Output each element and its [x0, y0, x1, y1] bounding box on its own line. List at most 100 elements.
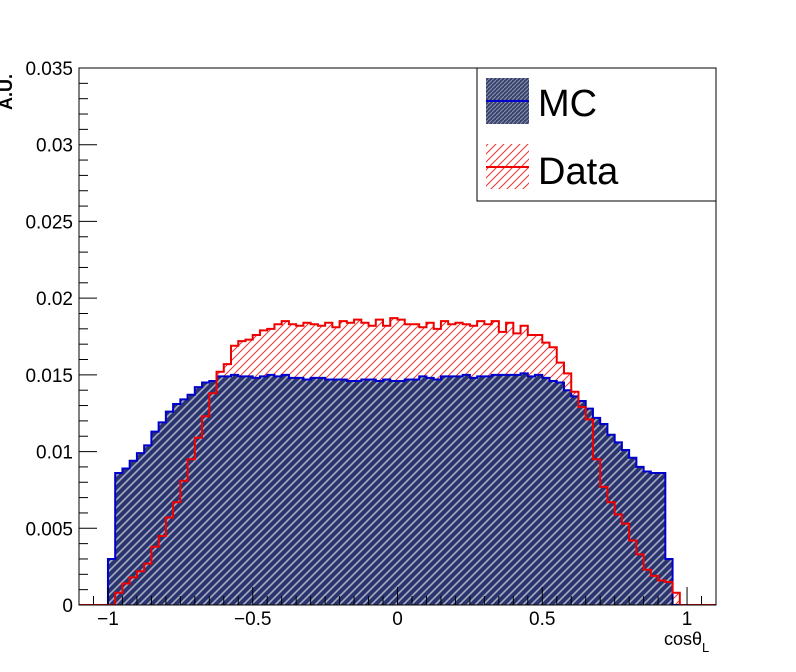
mc-bar — [151, 431, 160, 605]
mc-bar — [426, 377, 435, 605]
mc-bar — [571, 396, 580, 605]
mc-bar — [440, 376, 449, 605]
mc-bar — [556, 382, 565, 605]
data-bar — [477, 321, 485, 377]
data-bar — [397, 319, 406, 381]
x-tick-label: 1 — [682, 609, 693, 630]
mc-bar — [383, 379, 391, 605]
mc-bar — [477, 376, 485, 605]
mc-bar — [375, 380, 384, 605]
data-bar — [361, 322, 370, 380]
data-bar — [267, 328, 276, 375]
mc-bar — [419, 376, 428, 605]
x-tick-label: 0.5 — [529, 609, 555, 630]
mc-series-bars — [107, 373, 674, 605]
mc-bar — [643, 471, 652, 605]
mc-bar — [194, 387, 203, 605]
data-bar — [245, 339, 254, 377]
mc-bar — [498, 374, 507, 605]
mc-bar — [390, 380, 399, 605]
mc-bar — [281, 374, 290, 605]
data-bar — [354, 319, 362, 381]
mc-bar — [513, 374, 522, 605]
y-tick-labels: 0 0.005 0.01 0.015 0.02 0.025 0.03 0.035 — [25, 59, 73, 617]
mc-bar — [274, 376, 283, 605]
data-bar — [455, 322, 464, 377]
data-series-fill — [216, 318, 681, 605]
data-bar — [563, 373, 572, 391]
data-bar — [448, 324, 457, 377]
mc-bar — [115, 473, 124, 605]
mc-bar — [629, 457, 637, 605]
data-bar — [419, 327, 428, 377]
data-bar — [238, 341, 247, 377]
data-bar — [433, 328, 442, 380]
mc-bar — [202, 382, 210, 605]
mc-bar — [238, 376, 247, 605]
y-tick-label: 0.03 — [36, 136, 73, 157]
data-bar — [672, 592, 681, 605]
data-bar — [325, 322, 333, 380]
data-bar — [469, 325, 478, 378]
data-bar — [390, 318, 399, 381]
mc-bar — [259, 376, 268, 605]
mc-bar — [411, 379, 420, 605]
mc-bar — [317, 377, 326, 605]
x-axis — [78, 587, 717, 605]
data-bar — [542, 342, 551, 378]
data-bar — [317, 325, 326, 378]
mc-bar — [296, 377, 304, 605]
x-tick-label: −0.5 — [234, 609, 272, 630]
plot-area — [79, 317, 716, 605]
y-tick-label: 0 — [62, 596, 73, 617]
y-tick-label: 0.02 — [36, 289, 73, 310]
x-tick-labels: −1 −0.5 0 0.5 1 — [97, 609, 692, 630]
mc-bar — [658, 473, 666, 605]
mc-bar — [527, 376, 536, 605]
data-bar — [288, 324, 297, 378]
mc-bar — [180, 399, 189, 605]
mc-bar — [578, 400, 587, 605]
data-bar — [310, 324, 319, 378]
mc-bar — [621, 450, 630, 605]
mc-bar — [339, 379, 348, 605]
y-tick-label: 0.035 — [25, 59, 73, 80]
x-tick-label: −1 — [97, 609, 119, 630]
mc-bar — [397, 380, 406, 605]
data-bar — [549, 347, 558, 381]
mc-bar — [607, 434, 616, 605]
mc-bar — [636, 466, 645, 605]
mc-bar — [368, 379, 377, 605]
mc-bar — [310, 377, 319, 605]
mc-bar — [448, 376, 457, 605]
mc-bar — [542, 377, 551, 605]
x-tick-label: 0 — [392, 609, 403, 630]
mc-bar — [404, 379, 413, 605]
y-tick-label: 0.01 — [36, 443, 73, 464]
y-tick-label: 0.015 — [25, 366, 73, 387]
y-axis — [79, 67, 97, 606]
mc-bar — [354, 380, 362, 605]
data-series-outline — [79, 317, 716, 605]
data-bar — [332, 327, 341, 380]
data-bar — [513, 333, 522, 375]
mc-bar — [600, 423, 609, 605]
data-bar — [231, 345, 239, 375]
mc-bar — [288, 377, 297, 605]
data-bar — [296, 325, 304, 378]
data-bar — [383, 325, 391, 380]
data-bar — [259, 330, 268, 377]
mc-bar — [231, 374, 239, 605]
mc-bar — [506, 374, 514, 605]
data-bar — [506, 322, 514, 375]
data-bar — [440, 321, 449, 377]
y-tick-label: 0.005 — [25, 519, 73, 540]
mc-bar — [325, 379, 333, 605]
legend: MC Data — [476, 67, 717, 202]
data-bar — [426, 322, 435, 378]
data-bar — [498, 331, 507, 375]
mc-bar — [520, 373, 529, 605]
mc-bar — [223, 376, 232, 605]
data-bar — [520, 325, 529, 374]
